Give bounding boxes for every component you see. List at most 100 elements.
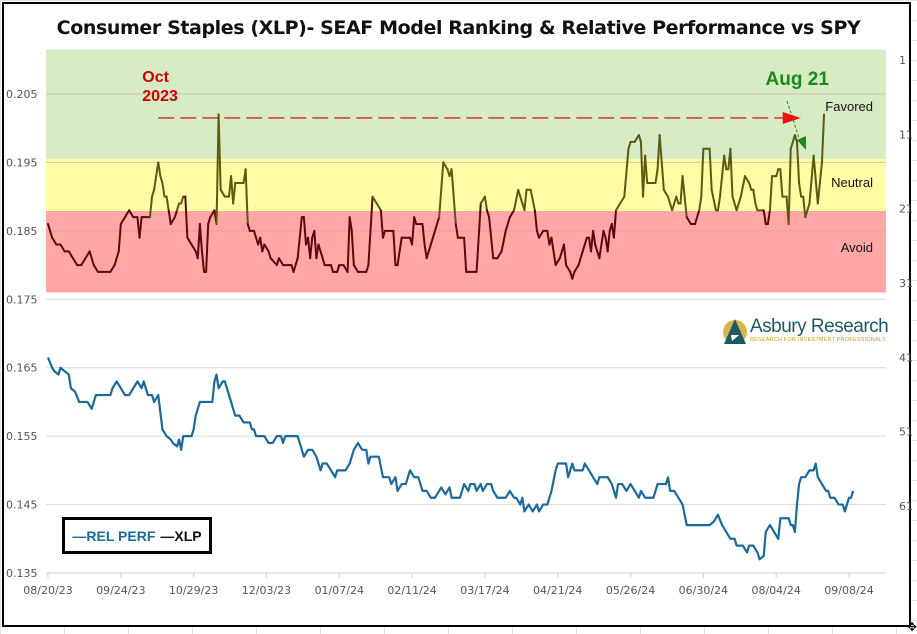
xlp-line-segment bbox=[205, 223, 210, 273]
xlp-line-segment bbox=[392, 229, 397, 267]
zone-label-avoid: Avoid bbox=[841, 240, 873, 255]
xlp-line-segment bbox=[671, 195, 678, 212]
xlp-line-segment bbox=[592, 229, 597, 246]
xlp-line-segment bbox=[433, 216, 441, 232]
xlp-line-segment bbox=[723, 154, 728, 171]
xlp-line-segment bbox=[793, 134, 798, 143]
xlp-line-segment bbox=[550, 236, 557, 267]
xlp-line-segment bbox=[802, 195, 807, 219]
xlp-line-segment bbox=[198, 223, 203, 253]
annotation-oct-2023: Oct bbox=[142, 69, 169, 86]
xlp-line-segment bbox=[694, 209, 701, 226]
xlp-line-segment bbox=[554, 257, 561, 267]
left-axis-tick-label: 0.135 bbox=[6, 567, 38, 580]
left-axis-tick-label: 0.185 bbox=[6, 225, 38, 238]
xlp-line-segment bbox=[159, 175, 164, 184]
x-axis-tick-label: 08/04/24 bbox=[751, 584, 800, 597]
xlp-line-segment bbox=[602, 229, 607, 239]
xlp-line-segment bbox=[452, 195, 457, 226]
xlp-line-segment bbox=[80, 257, 87, 267]
xlp-line-segment bbox=[454, 223, 459, 239]
left-axis-tick-label: 0.195 bbox=[6, 156, 38, 169]
xlp-line-segment bbox=[47, 223, 54, 239]
x-axis-tick-label: 01/07/24 bbox=[315, 584, 364, 597]
xlp-line-segment bbox=[804, 202, 811, 219]
zone-favored bbox=[46, 49, 886, 160]
asbury-research-logo: Asbury Research RESEARCH FOR INVESTMENT … bbox=[722, 316, 889, 348]
x-axis-tick-label: 03/17/24 bbox=[460, 584, 509, 597]
xlp-line-segment bbox=[812, 154, 819, 205]
xlp-line-segment bbox=[681, 175, 688, 219]
xlp-line-segment bbox=[313, 229, 318, 260]
xlp-line-segment bbox=[762, 209, 767, 226]
xlp-line-segment bbox=[485, 209, 491, 219]
xlp-line-segment bbox=[113, 250, 120, 267]
legend-entry-rel-perf: —REL PERF bbox=[72, 527, 156, 544]
xlp-line-segment bbox=[232, 181, 237, 205]
xlp-line-segment bbox=[598, 229, 605, 260]
xlp-line-segment bbox=[263, 243, 270, 253]
right-axis-tick-label: 11 bbox=[899, 128, 913, 141]
legend-entry-xlp: —XLP bbox=[160, 527, 202, 544]
x-axis-tick-label: 10/29/23 bbox=[169, 584, 218, 597]
right-axis-tick-label: 1 bbox=[899, 54, 906, 67]
left-axis-tick-label: 0.175 bbox=[6, 293, 38, 306]
right-axis-tick-label: 51 bbox=[899, 426, 913, 439]
xlp-line-segment bbox=[296, 216, 303, 260]
rel-perf-line bbox=[46, 357, 855, 561]
arrow-down-icon bbox=[797, 136, 806, 150]
xlp-line-segment bbox=[508, 209, 516, 219]
xlp-line-segment bbox=[321, 257, 326, 267]
x-axis-tick-label: 12/03/23 bbox=[242, 584, 291, 597]
xlp-line-segment bbox=[117, 223, 122, 253]
annotation-oct-2023: 2023 bbox=[142, 88, 178, 105]
xlp-line-segment bbox=[200, 250, 206, 273]
xlp-line-segment bbox=[92, 264, 99, 273]
xlp-line-segment bbox=[731, 195, 738, 212]
xlp-line-segment bbox=[277, 257, 285, 267]
xlp-line-segment bbox=[246, 223, 251, 232]
xlp-line-segment bbox=[375, 202, 382, 212]
xlp-line-segment bbox=[411, 216, 416, 246]
xlp-line-segment bbox=[119, 216, 126, 226]
xlp-line-segment bbox=[348, 216, 353, 232]
xlp-line-segment bbox=[165, 195, 170, 212]
arrow-right-icon bbox=[782, 111, 801, 124]
xlp-line-segment bbox=[379, 209, 384, 239]
xlp-line-segment bbox=[51, 236, 58, 246]
xlp-line-segment bbox=[153, 175, 158, 191]
xlp-line-segment bbox=[71, 257, 79, 267]
left-axis-tick-label: 0.205 bbox=[6, 88, 38, 101]
xlp-line-segment bbox=[475, 202, 482, 273]
right-axis-tick-label: 61 bbox=[899, 500, 913, 513]
xlp-line-segment bbox=[217, 113, 222, 191]
aug-21-arrow-line bbox=[786, 100, 801, 142]
xlp-line-segment bbox=[658, 134, 665, 191]
xlp-line-segment bbox=[128, 209, 135, 219]
xlp-line-segment bbox=[161, 181, 166, 198]
x-axis-tick-label: 05/26/24 bbox=[606, 584, 655, 597]
xlp-line-segment bbox=[336, 264, 341, 273]
xlp-line-segment bbox=[496, 250, 503, 260]
xlp-line-segment bbox=[302, 216, 307, 246]
xlp-line-segment bbox=[816, 181, 821, 205]
xlp-line-segment bbox=[583, 236, 588, 246]
xlp-line-segment bbox=[88, 250, 95, 267]
resize-handle-icon[interactable]: ✥ bbox=[906, 620, 917, 634]
legend: —REL PERF —XLP bbox=[62, 517, 212, 554]
xlp-line-segment bbox=[186, 236, 193, 246]
xlp-line-segment bbox=[637, 134, 642, 143]
xlp-line-segment bbox=[573, 264, 580, 273]
xlp-line-segment bbox=[517, 188, 524, 205]
xlp-line-segment bbox=[739, 175, 746, 198]
xlp-line-segment bbox=[450, 168, 455, 198]
xlp-line-segment bbox=[529, 188, 536, 212]
xlp-line-segment bbox=[538, 229, 545, 239]
xlp-line-segment bbox=[413, 216, 418, 226]
x-axis-tick-label: 09/08/24 bbox=[824, 584, 873, 597]
x-axis-tick-label: 09/24/23 bbox=[96, 584, 145, 597]
xlp-line-segment bbox=[735, 195, 742, 212]
xlp-line-segment bbox=[619, 195, 626, 205]
xlp-line-segment bbox=[244, 168, 249, 226]
